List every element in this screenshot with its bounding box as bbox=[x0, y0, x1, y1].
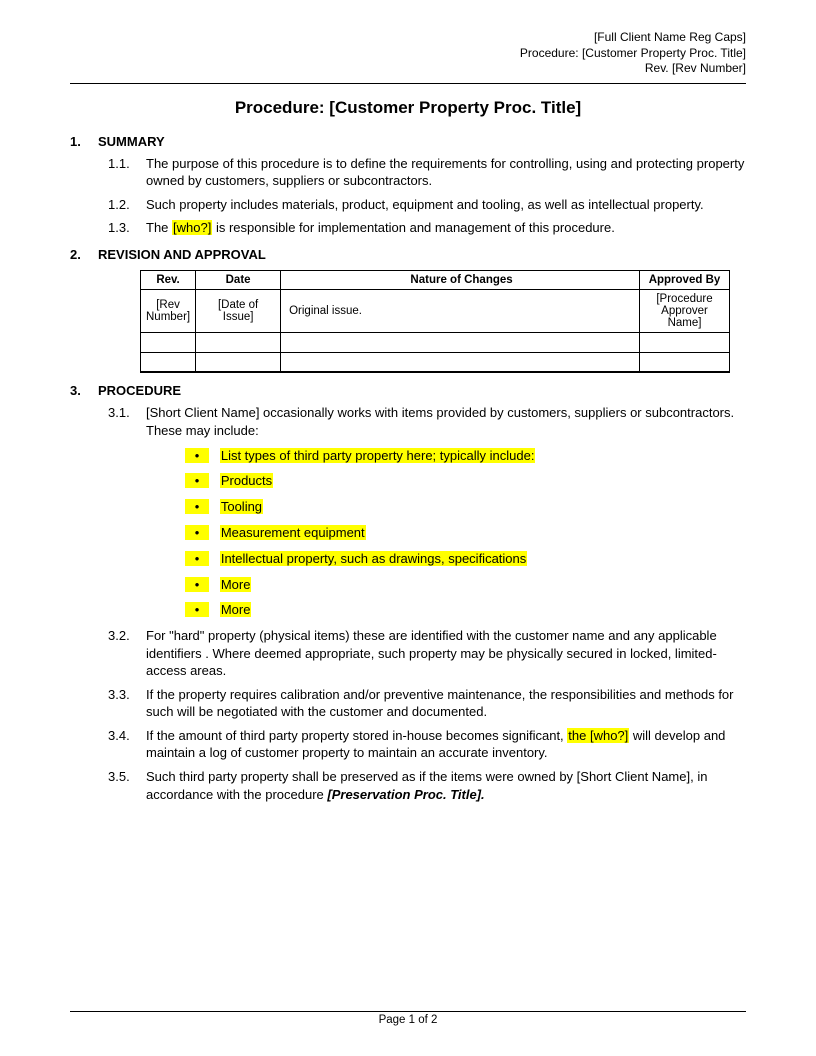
rev-th-nature: Nature of Changes bbox=[281, 270, 640, 289]
item-3-5-text: Such third party property shall be prese… bbox=[146, 768, 746, 803]
page-footer: Page 1 of 2 bbox=[70, 1011, 746, 1026]
bullet-item-text: Products bbox=[220, 473, 273, 488]
item-1-3-text: The [who?] is responsible for implementa… bbox=[146, 219, 746, 237]
section-2-heading: 2. REVISION AND APPROVAL bbox=[70, 247, 746, 262]
header-rule bbox=[70, 83, 746, 84]
rev-th-date: Date bbox=[196, 270, 281, 289]
bullet-item: • Measurement equipment bbox=[185, 523, 746, 544]
item-1-2-num: 1.2. bbox=[108, 196, 146, 214]
item-3-4-pre: If the amount of third party property st… bbox=[146, 728, 567, 743]
bullet-item: • List types of third party property her… bbox=[185, 446, 746, 467]
rev-r1-nature: Original issue. bbox=[281, 289, 640, 332]
item-3-5: 3.5. Such third party property shall be … bbox=[108, 768, 746, 803]
rev-th-approved: Approved By bbox=[640, 270, 730, 289]
revision-table-row-1: [Rev Number] [Date of Issue] Original is… bbox=[141, 289, 730, 332]
header-line-2: Procedure: [Customer Property Proc. Titl… bbox=[70, 46, 746, 62]
item-3-1-num: 3.1. bbox=[108, 404, 146, 439]
item-3-5-num: 3.5. bbox=[108, 768, 146, 803]
bullet-item: • Intellectual property, such as drawing… bbox=[185, 549, 746, 570]
rev-r1-approved: [Procedure Approver Name] bbox=[640, 289, 730, 332]
item-1-2-text: Such property includes materials, produc… bbox=[146, 196, 746, 214]
bullet-item-text: Intellectual property, such as drawings,… bbox=[220, 551, 527, 566]
item-3-3-text: If the property requires calibration and… bbox=[146, 686, 746, 721]
bullet-item-text: List types of third party property here;… bbox=[220, 448, 536, 463]
section-3-num: 3. bbox=[70, 383, 98, 398]
item-3-2-num: 3.2. bbox=[108, 627, 146, 680]
section-2-num: 2. bbox=[70, 247, 98, 262]
bullet-item: • More bbox=[185, 575, 746, 596]
rev-r1-date: [Date of Issue] bbox=[196, 289, 281, 332]
bullet-item-text: More bbox=[220, 577, 252, 592]
property-bullet-list: • List types of third party property her… bbox=[185, 446, 746, 622]
rev-r1-rev: [Rev Number] bbox=[141, 289, 196, 332]
item-1-1: 1.1. The purpose of this procedure is to… bbox=[108, 155, 746, 190]
item-1-1-num: 1.1. bbox=[108, 155, 146, 190]
item-1-1-text: The purpose of this procedure is to defi… bbox=[146, 155, 746, 190]
document-title: Procedure: [Customer Property Proc. Titl… bbox=[70, 98, 746, 118]
item-3-3: 3.3. If the property requires calibratio… bbox=[108, 686, 746, 721]
bullet-item: • Products bbox=[185, 471, 746, 492]
item-3-4-num: 3.4. bbox=[108, 727, 146, 762]
footer-rule bbox=[70, 1011, 746, 1012]
item-3-1: 3.1. [Short Client Name] occasionally wo… bbox=[108, 404, 746, 439]
item-1-3: 1.3. The [who?] is responsible for imple… bbox=[108, 219, 746, 237]
item-1-3-pre: The bbox=[146, 220, 172, 235]
section-1-heading: 1. SUMMARY bbox=[70, 134, 746, 149]
item-3-2: 3.2. For "hard" property (physical items… bbox=[108, 627, 746, 680]
page-container: [Full Client Name Reg Caps] Procedure: [… bbox=[0, 0, 816, 839]
header-line-3: Rev. [Rev Number] bbox=[70, 61, 746, 77]
item-3-4-highlight: the [who?] bbox=[567, 728, 629, 743]
bullet-item: • More bbox=[185, 600, 746, 621]
item-3-4-text: If the amount of third party property st… bbox=[146, 727, 746, 762]
item-3-5-bold: [Preservation Proc. Title]. bbox=[327, 787, 484, 802]
item-1-3-highlight: [who?] bbox=[172, 220, 212, 235]
revision-table-row-3 bbox=[141, 352, 730, 372]
item-1-3-post: is responsible for implementation and ma… bbox=[212, 220, 615, 235]
section-3-label: PROCEDURE bbox=[98, 383, 181, 398]
item-1-2: 1.2. Such property includes materials, p… bbox=[108, 196, 746, 214]
header-block: [Full Client Name Reg Caps] Procedure: [… bbox=[70, 30, 746, 77]
item-3-2-text: For "hard" property (physical items) the… bbox=[146, 627, 746, 680]
footer-text: Page 1 of 2 bbox=[379, 1014, 438, 1026]
section-3-heading: 3. PROCEDURE bbox=[70, 383, 746, 398]
revision-table-header: Rev. Date Nature of Changes Approved By bbox=[141, 270, 730, 289]
section-1-label: SUMMARY bbox=[98, 134, 165, 149]
bullet-item-text: Tooling bbox=[220, 499, 263, 514]
item-3-3-num: 3.3. bbox=[108, 686, 146, 721]
header-line-1: [Full Client Name Reg Caps] bbox=[70, 30, 746, 46]
bullet-item-text: Measurement equipment bbox=[220, 525, 366, 540]
bullet-item-text: More bbox=[220, 602, 252, 617]
section-1-num: 1. bbox=[70, 134, 98, 149]
section-2-label: REVISION AND APPROVAL bbox=[98, 247, 266, 262]
item-3-4: 3.4. If the amount of third party proper… bbox=[108, 727, 746, 762]
bullet-item: • Tooling bbox=[185, 497, 746, 518]
item-1-3-num: 1.3. bbox=[108, 219, 146, 237]
item-3-1-text: [Short Client Name] occasionally works w… bbox=[146, 404, 746, 439]
revision-table: Rev. Date Nature of Changes Approved By … bbox=[140, 270, 730, 374]
rev-th-rev: Rev. bbox=[141, 270, 196, 289]
revision-table-row-2 bbox=[141, 332, 730, 352]
